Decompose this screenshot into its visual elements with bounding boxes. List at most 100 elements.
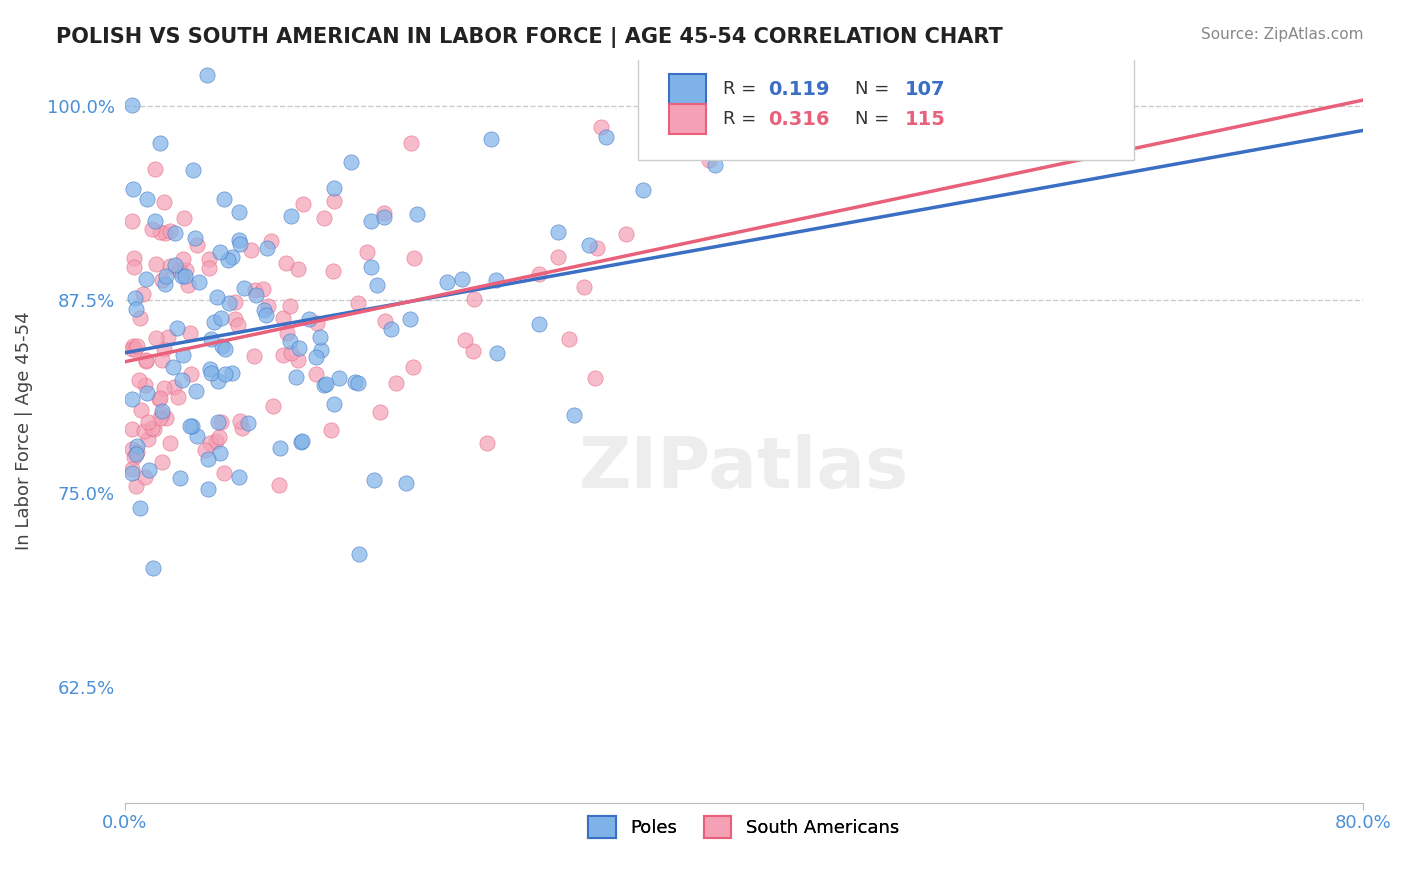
Point <box>262 399 284 413</box>
Point <box>380 322 402 336</box>
Point <box>224 312 246 326</box>
Point <box>226 318 249 333</box>
Point <box>121 462 143 476</box>
Point <box>586 241 609 255</box>
Point <box>152 407 174 421</box>
Point <box>463 292 485 306</box>
Point <box>583 371 606 385</box>
Point <box>697 153 720 168</box>
Point <box>197 451 219 466</box>
Point <box>322 397 344 411</box>
Point <box>197 252 219 266</box>
Point <box>200 332 222 346</box>
FancyBboxPatch shape <box>669 104 706 134</box>
Point <box>145 214 167 228</box>
Point <box>454 334 477 348</box>
Point <box>291 434 314 448</box>
Point <box>124 291 146 305</box>
Point <box>284 370 307 384</box>
Point <box>360 260 382 274</box>
Point <box>252 303 274 318</box>
Point <box>128 501 150 516</box>
Point <box>224 294 246 309</box>
Point <box>344 375 367 389</box>
Point <box>461 344 484 359</box>
Text: Source: ZipAtlas.com: Source: ZipAtlas.com <box>1201 27 1364 42</box>
Point <box>245 287 267 301</box>
Point <box>319 423 342 437</box>
Point <box>173 211 195 225</box>
Point <box>150 404 173 418</box>
Point <box>298 312 321 326</box>
Point <box>207 374 229 388</box>
Point <box>149 411 172 425</box>
Point <box>373 210 395 224</box>
Point <box>395 475 418 490</box>
FancyBboxPatch shape <box>638 52 1133 160</box>
Point <box>287 353 309 368</box>
Point <box>209 416 232 430</box>
Point <box>347 296 370 310</box>
Point <box>589 120 612 134</box>
Point <box>485 273 508 287</box>
Point <box>181 163 204 178</box>
Point <box>221 366 243 380</box>
Text: 107: 107 <box>904 79 945 99</box>
Point <box>136 386 159 401</box>
Point <box>211 339 233 353</box>
Point <box>159 435 181 450</box>
Point <box>204 434 226 448</box>
Point <box>527 317 550 331</box>
Point <box>229 414 252 428</box>
Point <box>152 343 174 357</box>
Point <box>256 299 278 313</box>
Point <box>254 308 277 322</box>
Point <box>558 332 581 346</box>
Point <box>202 315 225 329</box>
Point <box>157 329 180 343</box>
Point <box>398 312 420 326</box>
Point <box>197 482 219 496</box>
Point <box>243 349 266 363</box>
Point <box>167 390 190 404</box>
Point <box>132 424 155 438</box>
Point <box>141 221 163 235</box>
Point <box>128 373 150 387</box>
Point <box>315 377 337 392</box>
Legend: Poles, South Americans: Poles, South Americans <box>581 809 905 846</box>
Point <box>356 244 378 259</box>
Point <box>124 260 146 274</box>
Point <box>208 446 231 460</box>
Point <box>169 471 191 485</box>
Point <box>323 194 346 208</box>
Point <box>245 284 267 298</box>
Point <box>205 290 228 304</box>
Point <box>252 282 274 296</box>
Point <box>186 238 208 252</box>
Point <box>186 384 208 399</box>
Point <box>150 455 173 469</box>
Point <box>312 211 335 225</box>
Point <box>633 183 655 197</box>
Point <box>125 301 148 316</box>
Point <box>153 381 176 395</box>
Point <box>328 371 350 385</box>
Point <box>228 233 250 247</box>
Point <box>572 279 595 293</box>
Point <box>135 272 157 286</box>
Point <box>174 268 197 283</box>
Point <box>143 161 166 176</box>
Point <box>122 182 145 196</box>
Point <box>127 444 149 458</box>
Point <box>269 442 291 456</box>
Point <box>153 194 176 209</box>
Text: ZIPatlas: ZIPatlas <box>578 434 908 503</box>
Point <box>278 299 301 313</box>
Point <box>231 421 253 435</box>
Point <box>322 263 344 277</box>
Point <box>155 411 177 425</box>
Point <box>121 214 143 228</box>
Point <box>179 326 201 341</box>
Point <box>155 226 177 240</box>
Point <box>198 436 221 450</box>
